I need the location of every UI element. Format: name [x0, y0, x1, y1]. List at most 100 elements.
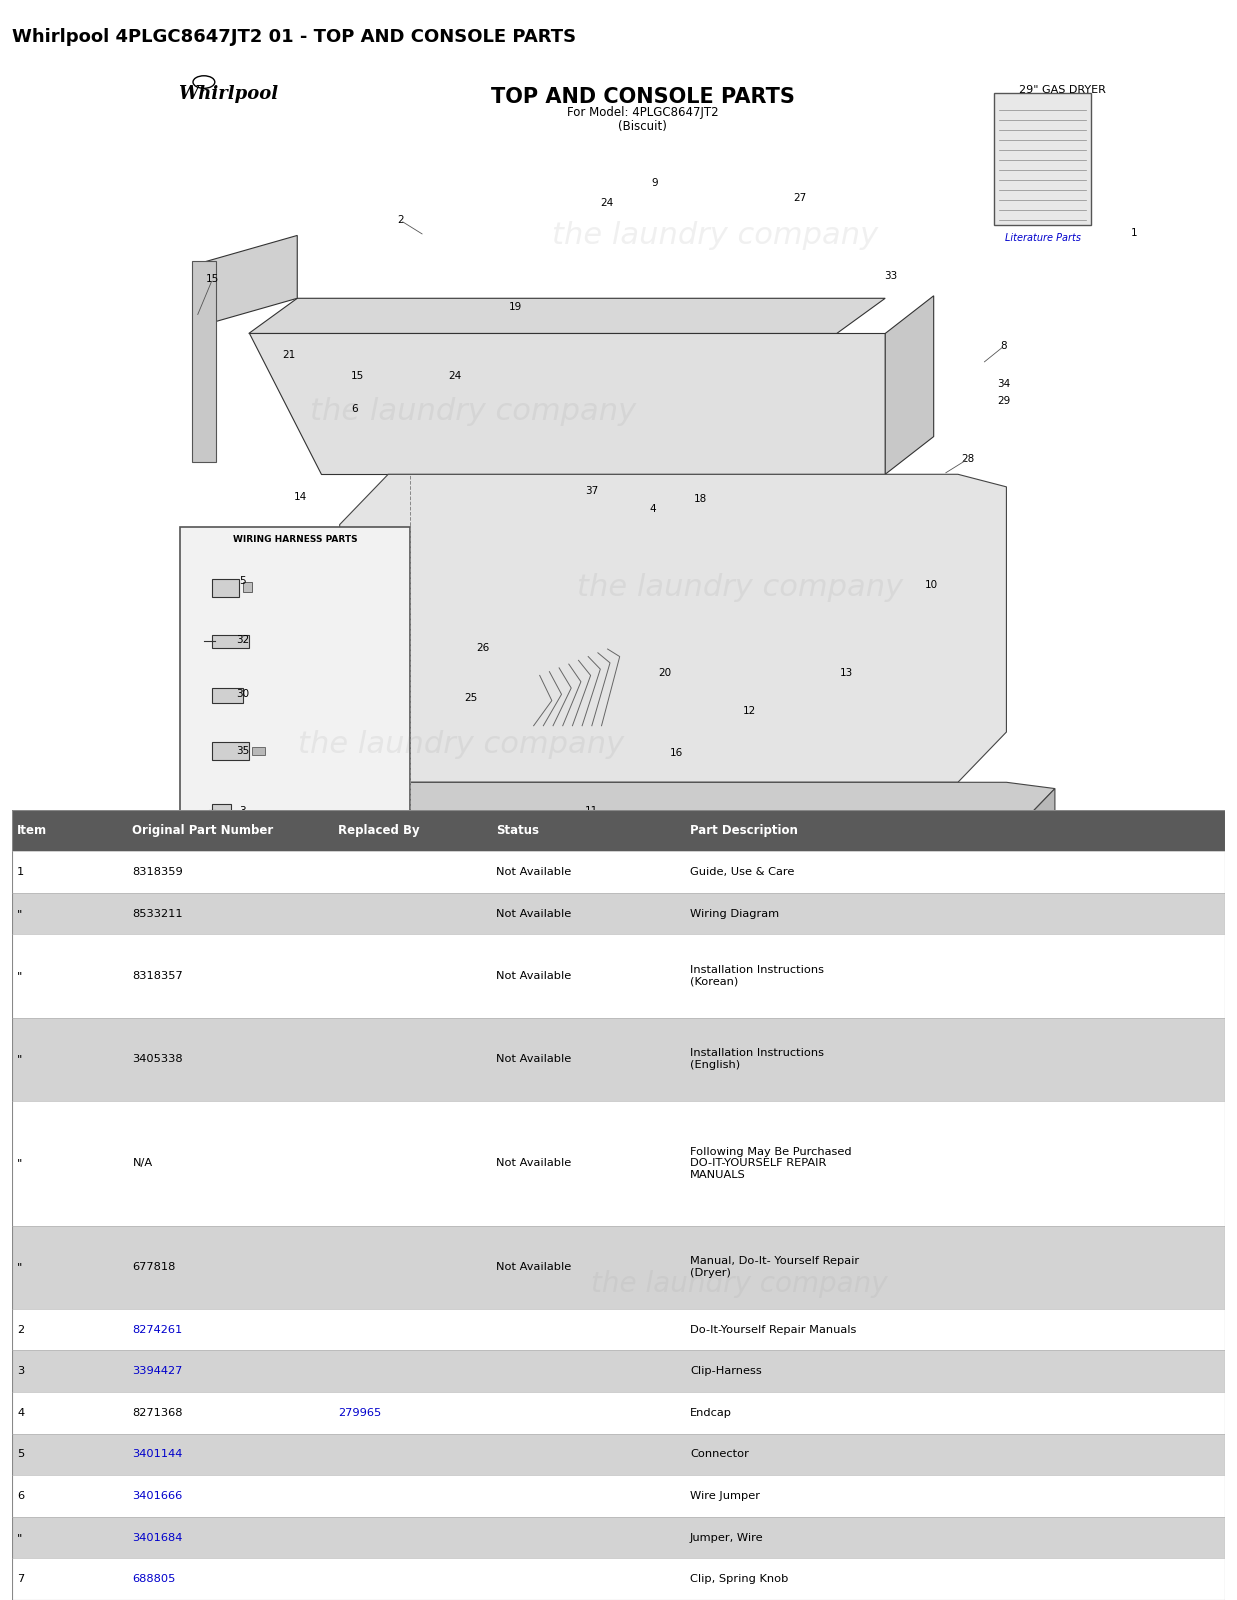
- Text: Literature Parts: Literature Parts: [1004, 234, 1081, 243]
- Text: 16: 16: [670, 749, 683, 758]
- Text: 9: 9: [652, 178, 658, 187]
- Polygon shape: [249, 298, 886, 333]
- Text: 2: 2: [397, 216, 403, 226]
- Text: 24: 24: [600, 198, 614, 208]
- Text: Replaced By: Replaced By: [339, 824, 421, 837]
- Text: Jumper, Wire: Jumper, Wire: [690, 1533, 763, 1542]
- Text: 677818: 677818: [132, 1262, 176, 1272]
- Text: 8271368: 8271368: [132, 1408, 183, 1418]
- Ellipse shape: [193, 75, 215, 88]
- Text: ": ": [17, 1533, 22, 1542]
- Polygon shape: [340, 789, 1055, 877]
- Text: Following May Be Purchased
DO-IT-YOURSELF REPAIR
MANUALS: Following May Be Purchased DO-IT-YOURSEL…: [690, 1147, 851, 1179]
- Bar: [213, 635, 249, 648]
- Text: 12: 12: [742, 706, 756, 715]
- Bar: [12, 1309, 1225, 1350]
- Text: 22: 22: [236, 856, 250, 867]
- Text: 5: 5: [240, 576, 246, 586]
- Bar: [12, 1018, 1225, 1101]
- Text: 9-05 Litho in U.S.A. (LT): 9-05 Litho in U.S.A. (LT): [207, 926, 328, 938]
- Bar: [12, 1101, 1225, 1226]
- Text: 15: 15: [205, 275, 219, 285]
- Text: Parts Diagram 01 - TOP AND CONSOLE PARTS: Parts Diagram 01 - TOP AND CONSOLE PARTS: [474, 966, 731, 976]
- Text: ": ": [17, 1262, 22, 1272]
- Text: 34: 34: [997, 379, 1011, 389]
- Text: Wire Jumper: Wire Jumper: [690, 1491, 760, 1501]
- Polygon shape: [340, 474, 1007, 782]
- Text: 4: 4: [649, 504, 656, 515]
- Text: 8: 8: [1001, 341, 1007, 350]
- Text: Whirlpool 4PLGC8647JT2 Dryer Parts: Whirlpool 4PLGC8647JT2 Dryer Parts: [194, 966, 398, 976]
- Text: Wiring Diagram: Wiring Diagram: [690, 909, 779, 918]
- Text: 33: 33: [884, 270, 898, 280]
- Bar: [242, 582, 252, 592]
- Text: Not Available: Not Available: [496, 971, 571, 981]
- Bar: [12, 810, 1225, 851]
- Text: 3401684: 3401684: [132, 1533, 183, 1542]
- Bar: [213, 688, 242, 702]
- Text: 14: 14: [294, 491, 308, 502]
- Text: ": ": [17, 1054, 22, 1064]
- Bar: [12, 851, 1225, 893]
- Text: 24: 24: [448, 371, 461, 381]
- Text: Not Available: Not Available: [496, 867, 571, 877]
- Text: Original Part Number: Original Part Number: [132, 824, 273, 837]
- Bar: [12, 1392, 1225, 1434]
- Text: 35: 35: [236, 746, 250, 755]
- Text: 5: 5: [17, 1450, 25, 1459]
- Bar: [179, 526, 409, 917]
- Text: Installation Instructions
(Korean): Installation Instructions (Korean): [690, 965, 824, 987]
- Text: 4: 4: [17, 1408, 25, 1418]
- Bar: [12, 1434, 1225, 1475]
- Text: Item: Item: [17, 824, 47, 837]
- Text: Endcap: Endcap: [690, 1408, 732, 1418]
- Bar: [12, 1558, 1225, 1600]
- Text: N/A: N/A: [132, 1158, 152, 1168]
- Text: Installation Instructions
(English): Installation Instructions (English): [690, 1048, 824, 1070]
- Text: WIRING HARNESS PARTS: WIRING HARNESS PARTS: [233, 534, 357, 544]
- Text: 20: 20: [658, 667, 672, 678]
- Text: 3: 3: [240, 806, 246, 816]
- Text: (Biscuit): (Biscuit): [618, 120, 667, 133]
- Text: 23: 23: [236, 894, 250, 904]
- Text: the laundry company: the laundry company: [576, 573, 903, 602]
- Text: 8318359: 8318359: [132, 867, 183, 877]
- Bar: [213, 890, 242, 909]
- Text: Guide, Use & Care: Guide, Use & Care: [690, 867, 794, 877]
- Text: Residential: Residential: [95, 966, 156, 976]
- Bar: [12, 893, 1225, 934]
- Bar: [12, 1226, 1225, 1309]
- Bar: [12, 1350, 1225, 1392]
- Text: 26: 26: [476, 643, 490, 653]
- Text: 1: 1: [17, 867, 25, 877]
- Text: For Model: 4PLGC8647JT2: For Model: 4PLGC8647JT2: [567, 106, 719, 118]
- Text: 8274261: 8274261: [132, 1325, 183, 1334]
- Text: 8318357: 8318357: [132, 971, 183, 981]
- Text: ": ": [17, 971, 22, 981]
- Bar: [12, 1475, 1225, 1517]
- Text: 13: 13: [840, 667, 854, 678]
- Text: Part Description: Part Description: [690, 824, 798, 837]
- Bar: [213, 579, 239, 597]
- Text: Whirlpool: Whirlpool: [178, 85, 278, 102]
- Text: Whirlpool: Whirlpool: [12, 966, 66, 976]
- Text: 11: 11: [585, 806, 599, 816]
- Bar: [213, 742, 249, 760]
- Text: 30: 30: [236, 690, 250, 699]
- Text: Manual, Do-It- Yourself Repair
(Dryer): Manual, Do-It- Yourself Repair (Dryer): [690, 1256, 860, 1278]
- Text: 37: 37: [585, 486, 599, 496]
- Polygon shape: [249, 333, 886, 474]
- Text: Clip, Spring Knob: Clip, Spring Knob: [690, 1574, 788, 1584]
- Text: 1: 1: [615, 926, 622, 938]
- Bar: [12, 1517, 1225, 1558]
- Text: 3394427: 3394427: [132, 1366, 183, 1376]
- Text: 15: 15: [351, 371, 365, 381]
- Text: 21: 21: [282, 350, 296, 360]
- Text: 3: 3: [17, 1366, 25, 1376]
- Bar: [252, 747, 265, 755]
- Polygon shape: [340, 782, 1055, 838]
- Text: 3405338: 3405338: [132, 1054, 183, 1064]
- Text: 18: 18: [694, 494, 708, 504]
- Bar: [12, 934, 1225, 1018]
- Text: 1: 1: [1131, 227, 1137, 238]
